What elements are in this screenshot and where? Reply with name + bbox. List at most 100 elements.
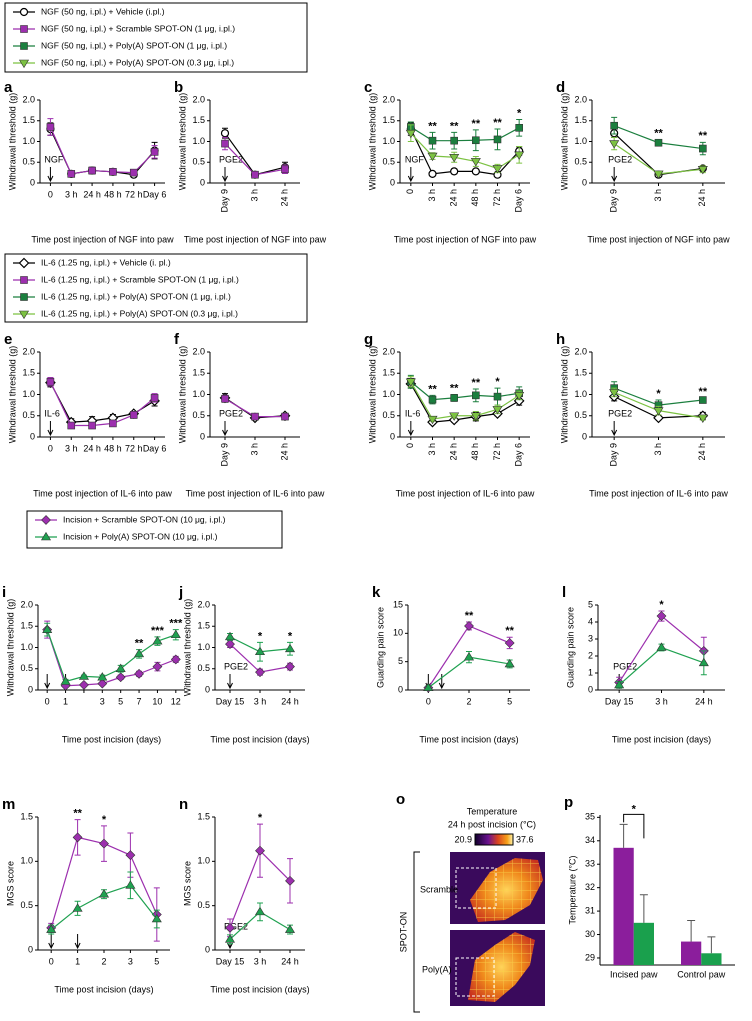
- arrow-label: PGE2: [224, 921, 248, 931]
- row-label: Poly(A): [422, 964, 452, 974]
- colorbar-max: 37.6: [516, 834, 534, 844]
- marker: [504, 658, 515, 668]
- arrow: [227, 674, 233, 690]
- arrow: [44, 674, 51, 690]
- x-tick-label: 3: [100, 696, 105, 706]
- marker: [281, 165, 289, 174]
- thermal-subtitle: 24 h post incision (°C): [448, 819, 536, 829]
- marker: [464, 621, 474, 631]
- y-tick-label: 2.0: [192, 94, 205, 104]
- y-tick-label: 5: [398, 656, 403, 666]
- x-axis-label: Time post incision (days): [54, 984, 153, 994]
- y-tick-label: 31: [585, 905, 595, 915]
- x-axis-label: Time post injection of IL-6 into paw: [186, 488, 325, 498]
- x-tick-label: 3 h: [653, 443, 663, 456]
- y-tick-label: 2.0: [574, 346, 587, 356]
- x-axis-label: Time post injection of IL-6 into paw: [589, 488, 728, 498]
- significance: **: [699, 386, 708, 398]
- y-tick-label: 2.0: [382, 346, 395, 356]
- marker: [98, 889, 110, 898]
- x-tick-label: 3 h: [653, 189, 663, 202]
- marker: [428, 395, 437, 404]
- x-tick-label: 24 h: [281, 696, 299, 706]
- y-tick-label: 0.5: [192, 410, 205, 420]
- colorbar-min: 20.9: [454, 834, 472, 844]
- thermal-title: Temperature: [467, 806, 518, 816]
- significance: **: [73, 808, 82, 820]
- marker: [109, 167, 117, 176]
- x-tick-label: 0: [405, 443, 415, 448]
- y-axis-label: MGS score: [182, 861, 192, 906]
- y-tick-label: 0: [390, 177, 395, 187]
- marker: [152, 661, 163, 672]
- marker: [428, 136, 437, 145]
- significance: *: [632, 803, 637, 815]
- marker: [19, 7, 29, 17]
- significance: **: [654, 128, 663, 140]
- arrow-label: PGE2: [608, 154, 632, 164]
- panel-letter: g: [364, 331, 373, 348]
- y-tick-label: 1.5: [382, 368, 395, 378]
- marker: [255, 845, 265, 856]
- marker: [472, 136, 480, 145]
- x-tick-label: Day 6: [143, 443, 167, 453]
- y-tick-label: 1.0: [574, 136, 587, 146]
- x-axis-label: Time post injection of IL-6 into paw: [396, 488, 535, 498]
- panel-letter: a: [4, 79, 13, 96]
- thermal-grid: [468, 932, 535, 1002]
- y-tick-label: 1.0: [20, 642, 33, 652]
- marker: [99, 838, 109, 849]
- y-axis-label: Withdrawal threshold (g): [5, 599, 15, 697]
- y-tick-label: 2.0: [382, 94, 395, 104]
- panel-letter: f: [174, 331, 180, 348]
- y-axis-label: Guarding pain score: [375, 607, 385, 688]
- significance: **: [493, 117, 502, 129]
- marker: [170, 654, 181, 665]
- error-bar: [639, 894, 648, 923]
- significance: *: [258, 812, 263, 824]
- marker: [698, 657, 709, 667]
- y-tick-label: 0.5: [22, 157, 35, 167]
- x-tick-label: Day 9: [609, 443, 619, 467]
- marker: [450, 394, 458, 402]
- x-tick-label: 3 h: [254, 956, 267, 966]
- marker: [18, 257, 30, 269]
- marker: [72, 832, 83, 843]
- x-tick-label: 48 h: [470, 189, 480, 207]
- marker: [125, 880, 136, 889]
- marker: [656, 611, 667, 621]
- x-tick-label: 10: [152, 696, 162, 706]
- marker: [610, 121, 618, 130]
- y-tick-label: 34: [585, 835, 595, 845]
- marker: [224, 934, 236, 943]
- thermal-panel: o Temperature 24 h post incision (°C) 20…: [396, 791, 545, 1013]
- y-tick-label: 0: [30, 431, 35, 441]
- marker: [20, 42, 28, 50]
- marker: [97, 678, 108, 689]
- panel-letter: b: [174, 79, 183, 96]
- significance: **: [428, 383, 437, 395]
- x-axis-label: Time post injection of NGF into paw: [587, 234, 730, 244]
- arrow-label: PGE2: [613, 661, 637, 671]
- y-tick-label: 33: [585, 859, 595, 869]
- panel-letter: l: [562, 584, 566, 601]
- x-axis-label: Time post injection of NGF into paw: [31, 234, 174, 244]
- panel-letter: o: [396, 791, 405, 808]
- sig-bracket: [623, 813, 645, 839]
- x-tick-label: 3 h: [655, 696, 668, 706]
- y-tick-label: 0: [28, 684, 33, 694]
- y-tick-label: 1.5: [192, 368, 205, 378]
- marker: [225, 639, 235, 650]
- series-line: [410, 128, 520, 176]
- marker: [654, 138, 663, 147]
- marker: [699, 396, 707, 404]
- x-tick-label: 1: [75, 956, 80, 966]
- y-tick-label: 0: [205, 944, 210, 954]
- x-tick-label: 72 h: [125, 189, 143, 199]
- arrow-label: NGF: [44, 154, 64, 164]
- y-tick-label: 0: [582, 177, 587, 187]
- significance: ***: [151, 625, 165, 637]
- marker: [656, 642, 667, 651]
- x-tick-label: 3 h: [427, 189, 437, 202]
- marker: [129, 411, 138, 419]
